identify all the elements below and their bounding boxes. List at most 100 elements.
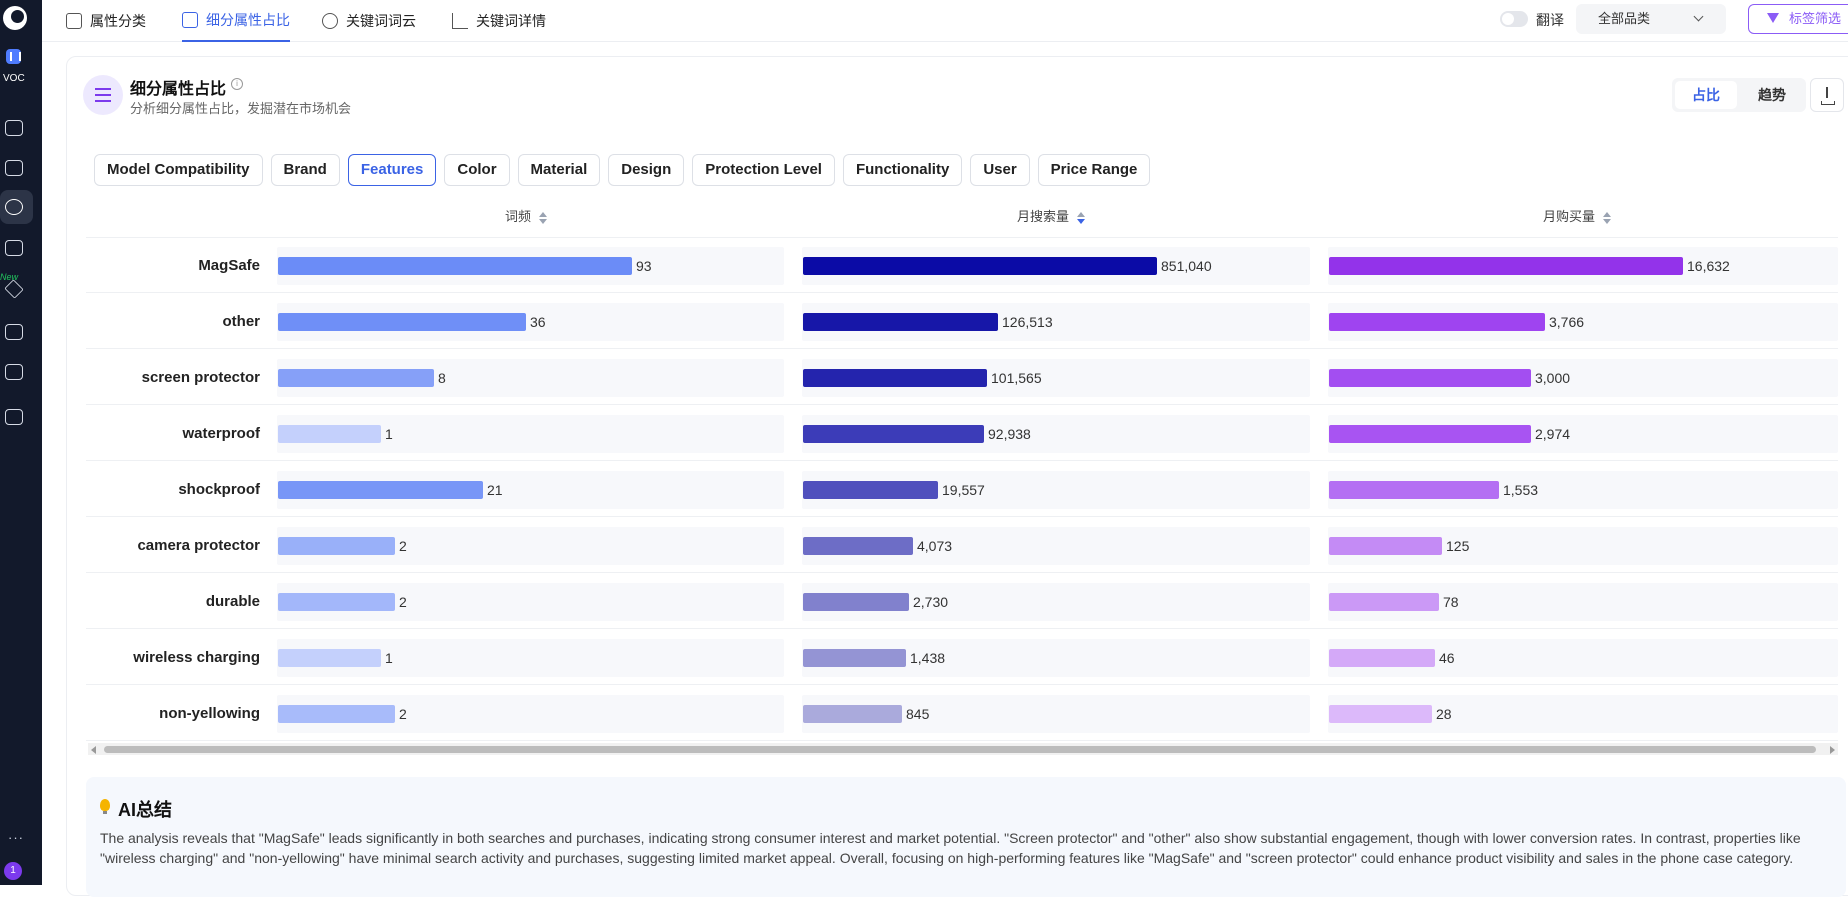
column-header-frequency[interactable]: 词频 (505, 206, 548, 225)
search-bar[interactable] (803, 313, 998, 331)
column-header-search-volume[interactable]: 月搜索量 (1017, 206, 1086, 225)
translate-toggle[interactable] (1500, 11, 1528, 27)
chip-material[interactable]: Material (517, 154, 601, 186)
scroll-right-icon[interactable] (1830, 746, 1835, 754)
sort-icon[interactable] (539, 211, 548, 224)
new-badge: New (0, 272, 19, 282)
view-share-button[interactable]: 占比 (1675, 81, 1737, 109)
row-divider (86, 572, 1838, 573)
freq-bar[interactable] (278, 257, 632, 275)
scrollbar-thumb[interactable] (104, 746, 1816, 753)
chip-design[interactable]: Design (608, 154, 685, 186)
freq-bar[interactable] (278, 649, 381, 667)
freq-value: 1 (385, 426, 393, 442)
row-divider (86, 628, 1838, 629)
document-icon[interactable] (5, 160, 23, 176)
freq-bar[interactable] (278, 537, 395, 555)
purchase-bar[interactable] (1329, 537, 1442, 555)
chip-functionality[interactable]: Functionality (842, 154, 963, 186)
app-logo[interactable] (3, 6, 27, 30)
freq-value: 21 (487, 482, 503, 498)
message-icon[interactable] (5, 324, 23, 340)
ai-summary-panel: AI总结 The analysis reveals that "MagSafe"… (86, 777, 1846, 897)
chip-user[interactable]: User (970, 154, 1030, 186)
row-divider (86, 460, 1838, 461)
search-bar[interactable] (803, 369, 987, 387)
chip-features[interactable]: Features (347, 154, 437, 186)
info-icon[interactable]: i (231, 78, 243, 90)
apps-grid-icon[interactable] (5, 409, 23, 425)
search-bar[interactable] (803, 649, 906, 667)
view-trend-button[interactable]: 趋势 (1758, 87, 1786, 103)
chip-model-compatibility[interactable]: Model Compatibility (94, 154, 263, 186)
cloud-icon (322, 13, 338, 29)
search-bar[interactable] (803, 257, 1157, 275)
tab-label: 关键词词云 (346, 13, 416, 29)
analysis-icon[interactable] (5, 199, 23, 215)
sort-desc-icon[interactable] (1077, 211, 1086, 224)
purchase-bar[interactable] (1329, 481, 1499, 499)
tab-sub-attribute-share[interactable]: 细分属性占比 (182, 0, 290, 42)
chip-color[interactable]: Color (444, 154, 510, 186)
tab-keyword-cloud[interactable]: 关键词词云 (322, 0, 416, 42)
purchase-bar[interactable] (1329, 705, 1432, 723)
search-bar[interactable] (803, 705, 902, 723)
star-icon[interactable] (4, 279, 24, 299)
line-chart-icon (452, 13, 468, 29)
row-divider (86, 348, 1838, 349)
search-value: 19,557 (942, 482, 985, 498)
freq-bar[interactable] (278, 481, 483, 499)
row-label: camera protector (137, 537, 260, 554)
row-divider (86, 516, 1838, 517)
tab-keyword-details[interactable]: 关键词详情 (452, 0, 546, 42)
freq-bar[interactable] (278, 313, 526, 331)
freq-value: 2 (399, 594, 407, 610)
chip-protection-level[interactable]: Protection Level (692, 154, 835, 186)
search-value: 845 (906, 706, 930, 722)
purchase-bar[interactable] (1329, 649, 1435, 667)
row-label: wireless charging (133, 649, 260, 666)
chip-price-range[interactable]: Price Range (1037, 154, 1151, 186)
tab-label: 细分属性占比 (206, 12, 290, 28)
lightbulb-icon (100, 799, 110, 814)
horizontal-scrollbar[interactable] (88, 743, 1838, 755)
freq-value: 2 (399, 706, 407, 722)
voc-icon[interactable] (6, 49, 21, 64)
search-chat-icon[interactable] (5, 240, 23, 256)
tab-label: 关键词详情 (476, 13, 546, 29)
tab-attribute-classification[interactable]: 属性分类 (66, 0, 146, 42)
purchase-bar[interactable] (1329, 257, 1683, 275)
scroll-left-icon[interactable] (91, 746, 96, 754)
sort-icon[interactable] (1603, 211, 1612, 224)
search-value: 126,513 (1002, 314, 1053, 330)
freq-bar[interactable] (278, 369, 434, 387)
search-value: 851,040 (1161, 258, 1212, 274)
search-bar[interactable] (803, 425, 984, 443)
purchase-bar[interactable] (1329, 593, 1439, 611)
tag-filter-button[interactable]: 标签筛选 (1748, 4, 1848, 34)
freq-bar[interactable] (278, 425, 381, 443)
notification-badge[interactable]: 1 (4, 862, 22, 880)
voc-label: VOC (3, 73, 25, 84)
purchase-bar[interactable] (1329, 369, 1531, 387)
list-icon (182, 12, 198, 28)
ai-summary-title: AI总结 (118, 800, 172, 820)
tab-label: 属性分类 (90, 13, 146, 29)
download-icon[interactable] (1810, 78, 1844, 112)
video-icon[interactable] (5, 364, 23, 380)
more-icon[interactable]: ··· (8, 830, 24, 845)
purchase-bar[interactable] (1329, 425, 1531, 443)
search-bar[interactable] (803, 593, 909, 611)
chip-brand[interactable]: Brand (270, 154, 340, 186)
freq-bar[interactable] (278, 705, 395, 723)
category-select[interactable]: 全部品类 (1576, 4, 1726, 34)
freq-bar[interactable] (278, 593, 395, 611)
column-header-purchase-volume[interactable]: 月购买量 (1543, 206, 1612, 225)
top-navigation: 属性分类 细分属性占比 关键词词云 关键词详情 翻译 全部品类 标签筛选 (42, 0, 1848, 42)
search-bar[interactable] (803, 481, 938, 499)
purchase-bar[interactable] (1329, 313, 1545, 331)
translate-label: 翻译 (1536, 12, 1564, 28)
chat-icon[interactable] (5, 120, 23, 136)
row-label: durable (205, 593, 260, 610)
search-bar[interactable] (803, 537, 913, 555)
